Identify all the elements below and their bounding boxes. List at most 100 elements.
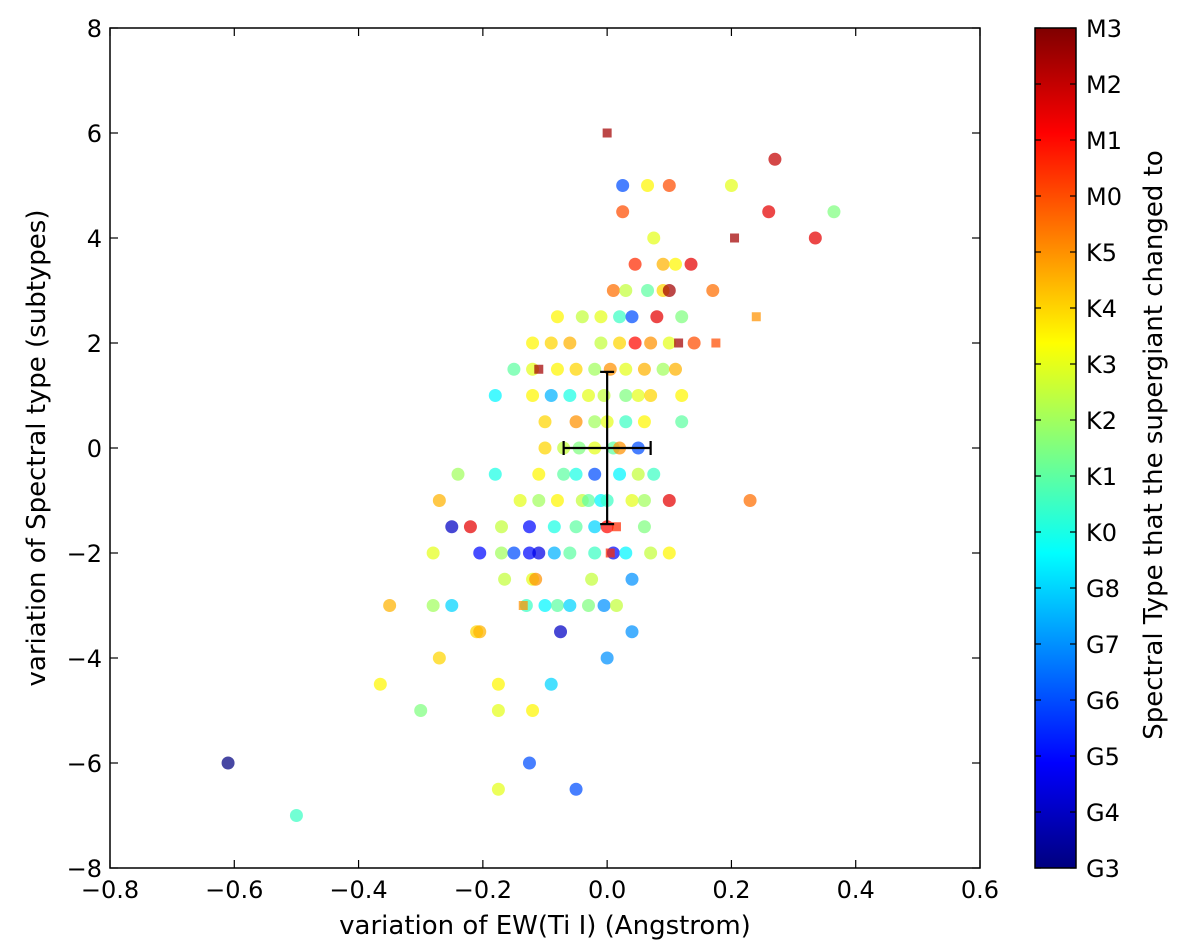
data-point-square [730, 233, 740, 243]
data-point [473, 546, 487, 560]
colorbar: G3 G4 G5 G6 G7 G8 K0 K1 K2 K3 K4 K5 M0 M1 M2 M3 Spectra… [1034, 15, 1169, 883]
data-point [625, 625, 639, 639]
data-point [451, 467, 465, 481]
data-point [491, 677, 505, 691]
colorbar-label: Spectral Type that the supergiant change… [1139, 150, 1169, 740]
data-point [675, 415, 689, 429]
data-point [289, 809, 303, 822]
data-point [526, 389, 540, 402]
y-axis: −8 −6 −4 −2 0 2 4 6 8 [67, 15, 980, 883]
colorbar-tick-label: G5 [1086, 743, 1120, 771]
data-point [613, 336, 627, 350]
colorbar-tick-label: K2 [1086, 407, 1117, 435]
data-point [625, 572, 639, 586]
data-point [507, 546, 521, 560]
data-point [563, 546, 577, 560]
data-point [522, 756, 536, 770]
data-point [557, 467, 571, 481]
data-point [432, 494, 446, 507]
data-point [619, 389, 633, 402]
data-point [662, 179, 676, 192]
data-point [538, 415, 552, 429]
data-point [631, 467, 645, 481]
colorbar-tick-label: G4 [1086, 799, 1120, 827]
data-point [656, 362, 670, 376]
colorbar-tick-label: M1 [1086, 127, 1122, 155]
data-point [588, 467, 602, 481]
data-point [616, 205, 630, 219]
data-point [426, 546, 440, 560]
data-point-square [518, 601, 528, 610]
colorbar-tick-label: M3 [1086, 15, 1122, 43]
data-point [550, 310, 564, 324]
x-tick-label: 0.4 [837, 876, 875, 904]
data-point [569, 415, 583, 429]
data-point [606, 284, 620, 297]
data-point [603, 362, 617, 376]
data-point [588, 520, 602, 534]
x-tick-label: −0.4 [329, 876, 387, 904]
data-point [675, 389, 689, 402]
data-point [544, 677, 558, 691]
data-point [600, 651, 614, 665]
data-point [743, 494, 757, 507]
data-point [619, 284, 633, 297]
data-point [631, 389, 645, 402]
data-point-square [611, 522, 621, 532]
data-point [609, 599, 623, 612]
data-point-square [674, 338, 684, 348]
data-point [463, 520, 477, 534]
data-point [554, 625, 568, 639]
data-point [473, 625, 487, 639]
data-point [662, 546, 676, 560]
data-point [616, 179, 630, 192]
data-point [563, 599, 577, 612]
data-point [563, 389, 577, 402]
data-point [582, 599, 595, 612]
error-bar [562, 370, 652, 526]
data-point [644, 389, 658, 402]
data-point [647, 231, 661, 245]
colorbar-gradient [1034, 27, 1077, 869]
data-point [619, 546, 633, 560]
data-point-square [751, 312, 761, 322]
data-point [495, 546, 508, 560]
x-tick-label: −0.2 [454, 876, 512, 904]
data-point [426, 599, 440, 612]
y-tick-label: −2 [67, 540, 102, 568]
data-point [488, 389, 502, 402]
colorbar-tick-label: G3 [1086, 855, 1120, 883]
data-point [669, 257, 682, 271]
data-point [644, 336, 658, 350]
data-point [662, 336, 676, 350]
data-point [532, 494, 546, 507]
data-point [613, 310, 627, 324]
data-point [432, 651, 446, 665]
x-tick-label: 0.6 [961, 876, 999, 904]
data-point [544, 336, 558, 350]
data-point [550, 599, 564, 612]
data-point [547, 520, 561, 534]
y-axis-label: variation of Spectral type (subtypes) [22, 210, 52, 687]
data-point [656, 257, 670, 271]
plot-points [221, 128, 841, 822]
data-point [628, 257, 642, 271]
data-point [569, 362, 583, 376]
y-tick-label: 0 [87, 435, 102, 463]
data-point-square [602, 128, 612, 138]
data-point [414, 704, 428, 717]
data-point [762, 205, 776, 219]
data-point-square [534, 364, 544, 374]
data-point [588, 362, 602, 376]
data-point [563, 336, 577, 350]
y-tick-label: 4 [87, 225, 102, 253]
data-point [569, 520, 583, 534]
data-point-square [605, 548, 615, 558]
data-point [625, 494, 639, 507]
x-tick-label: 0.2 [712, 876, 750, 904]
data-point [594, 310, 608, 324]
data-point [641, 179, 655, 192]
data-point [513, 494, 527, 507]
data-point [532, 546, 546, 560]
data-point [628, 336, 642, 350]
